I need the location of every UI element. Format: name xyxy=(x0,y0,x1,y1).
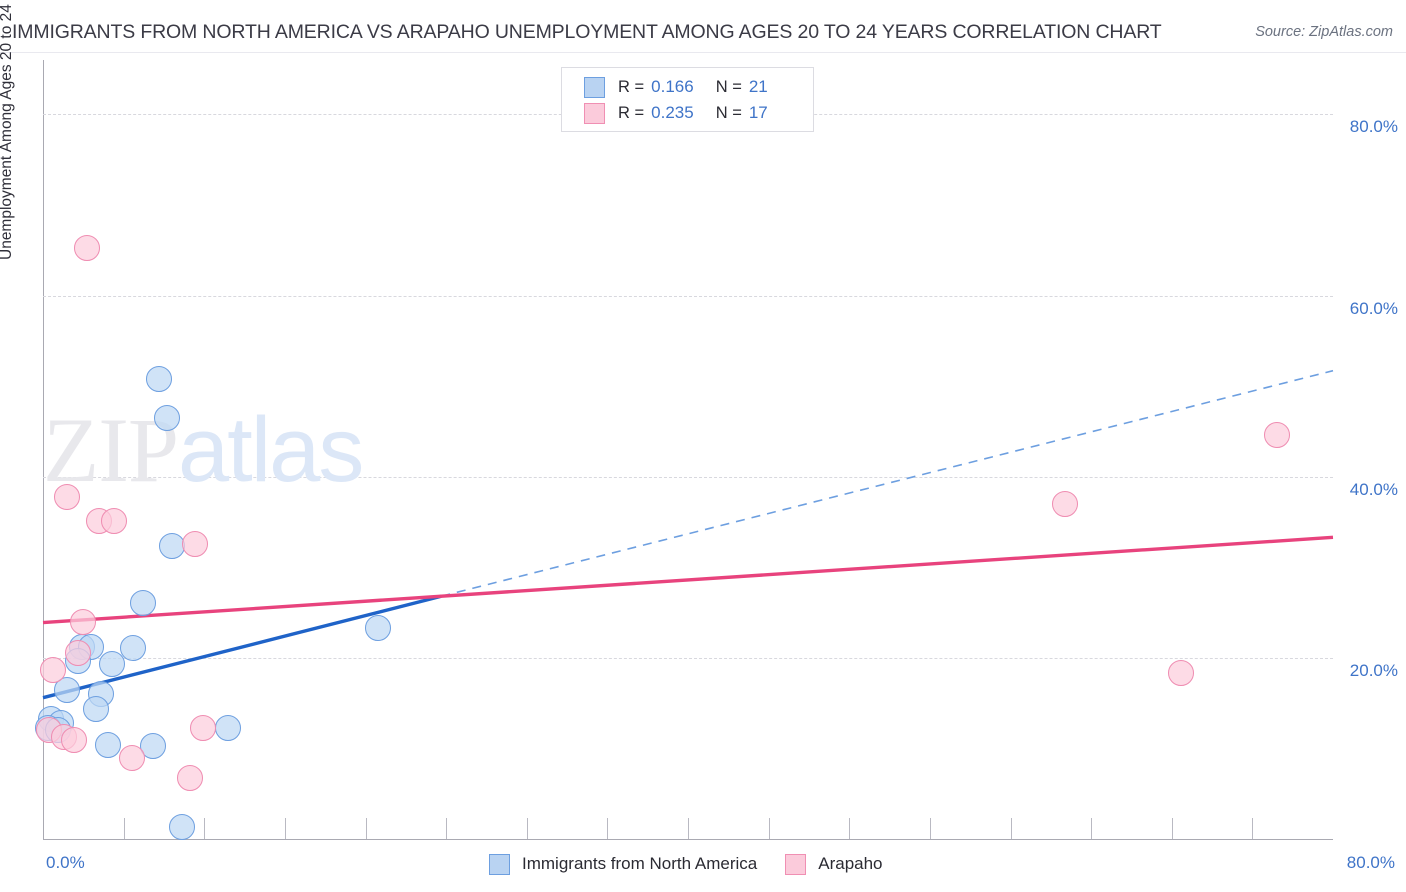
stats-n-label: N = xyxy=(715,77,742,96)
x-axis-min-label: 0.0% xyxy=(46,853,85,872)
legend-item-immigrants[interactable]: Immigrants from North America xyxy=(489,853,758,875)
data-point[interactable] xyxy=(181,530,208,557)
x-tick-mark xyxy=(1091,818,1093,839)
y-tick-label: 80.0% xyxy=(1349,117,1398,137)
data-point[interactable] xyxy=(73,235,100,262)
plot-area: ZIPatlas xyxy=(34,60,1334,841)
stats-n-value: 21 xyxy=(748,77,768,96)
stats-r-label: R = xyxy=(618,103,645,122)
x-tick-mark xyxy=(284,818,286,839)
x-tick-mark xyxy=(204,818,206,839)
data-point[interactable] xyxy=(129,590,156,617)
x-tick-mark xyxy=(446,818,448,839)
stats-n-value: 17 xyxy=(748,103,768,122)
x-tick-mark xyxy=(526,818,528,839)
header-divider xyxy=(0,52,1406,53)
data-point[interactable] xyxy=(118,745,145,772)
x-tick-mark xyxy=(123,818,125,839)
data-point[interactable] xyxy=(1168,660,1195,687)
correlation-stats-box: R = 0.166 N = 21 R = 0.235 N = 17 xyxy=(561,67,814,132)
stats-swatch-pink-icon xyxy=(584,102,605,124)
y-tick-label: 20.0% xyxy=(1349,660,1398,680)
x-tick-mark xyxy=(688,818,689,839)
data-point[interactable] xyxy=(39,656,66,683)
data-point[interactable] xyxy=(176,765,203,792)
chart-header: IMMIGRANTS FROM NORTH AMERICA VS ARAPAHO… xyxy=(0,0,1406,53)
data-point[interactable] xyxy=(120,634,147,661)
legend-swatch-blue-icon xyxy=(489,853,510,875)
trend-line xyxy=(42,535,1334,625)
x-tick-mark xyxy=(768,818,770,839)
data-point[interactable] xyxy=(54,483,81,510)
gridline-40 xyxy=(43,476,1333,478)
x-tick-mark xyxy=(1010,818,1012,839)
y-tick-label: 60.0% xyxy=(1349,298,1398,318)
data-point[interactable] xyxy=(1052,490,1079,517)
legend-label-immigrants: Immigrants from North America xyxy=(522,854,758,873)
x-tick-mark xyxy=(1252,818,1254,839)
stats-row-immigrants: R = 0.166 N = 21 xyxy=(584,75,768,99)
data-point[interactable] xyxy=(65,640,92,667)
x-tick-mark xyxy=(1171,818,1173,839)
x-axis-max-label: 80.0% xyxy=(1346,853,1395,872)
gridline-60 xyxy=(43,295,1333,297)
page-title: IMMIGRANTS FROM NORTH AMERICA VS ARAPAHO… xyxy=(12,21,1162,43)
stats-n-label: N = xyxy=(715,103,742,122)
data-point[interactable] xyxy=(154,404,181,431)
x-tick-mark xyxy=(929,818,931,839)
data-point[interactable] xyxy=(1263,422,1290,448)
data-point[interactable] xyxy=(54,676,81,703)
data-point[interactable] xyxy=(168,814,195,841)
x-axis-line xyxy=(43,839,1333,840)
data-point[interactable] xyxy=(100,508,127,535)
data-point[interactable] xyxy=(70,608,97,635)
data-point[interactable] xyxy=(99,651,126,678)
stats-r-value: 0.166 xyxy=(651,77,694,96)
y-axis-title: Unemployment Among Ages 20 to 24 years xyxy=(0,0,15,260)
trend-line xyxy=(441,369,1334,598)
series-legend: Immigrants from North America Arapaho xyxy=(489,851,883,877)
data-point[interactable] xyxy=(94,731,121,758)
data-point[interactable] xyxy=(189,714,216,741)
x-tick-mark xyxy=(849,818,851,839)
data-point[interactable] xyxy=(83,696,110,723)
legend-label-arapaho: Arapaho xyxy=(818,854,883,873)
stats-r-label: R = xyxy=(618,77,645,96)
legend-swatch-pink-icon xyxy=(785,853,807,875)
legend-item-arapaho[interactable]: Arapaho xyxy=(785,853,883,875)
x-tick-mark xyxy=(607,818,609,839)
data-point[interactable] xyxy=(365,614,392,641)
stats-swatch-blue-icon xyxy=(584,76,605,98)
data-point[interactable] xyxy=(60,727,87,754)
stats-r-value: 0.235 xyxy=(651,103,694,122)
x-tick-mark xyxy=(365,818,367,839)
y-tick-label: 40.0% xyxy=(1349,479,1398,499)
y-axis-line xyxy=(43,60,44,839)
data-point[interactable] xyxy=(215,715,242,742)
zipatlas-watermark: ZIPatlas xyxy=(43,404,364,496)
stats-row-arapaho: R = 0.235 N = 17 xyxy=(584,101,768,125)
gridline-20 xyxy=(43,657,1333,659)
source-attribution: Source: ZipAtlas.com xyxy=(1255,24,1393,40)
data-point[interactable] xyxy=(146,365,173,392)
data-point[interactable] xyxy=(159,533,185,560)
watermark-atlas: atlas xyxy=(178,399,364,501)
